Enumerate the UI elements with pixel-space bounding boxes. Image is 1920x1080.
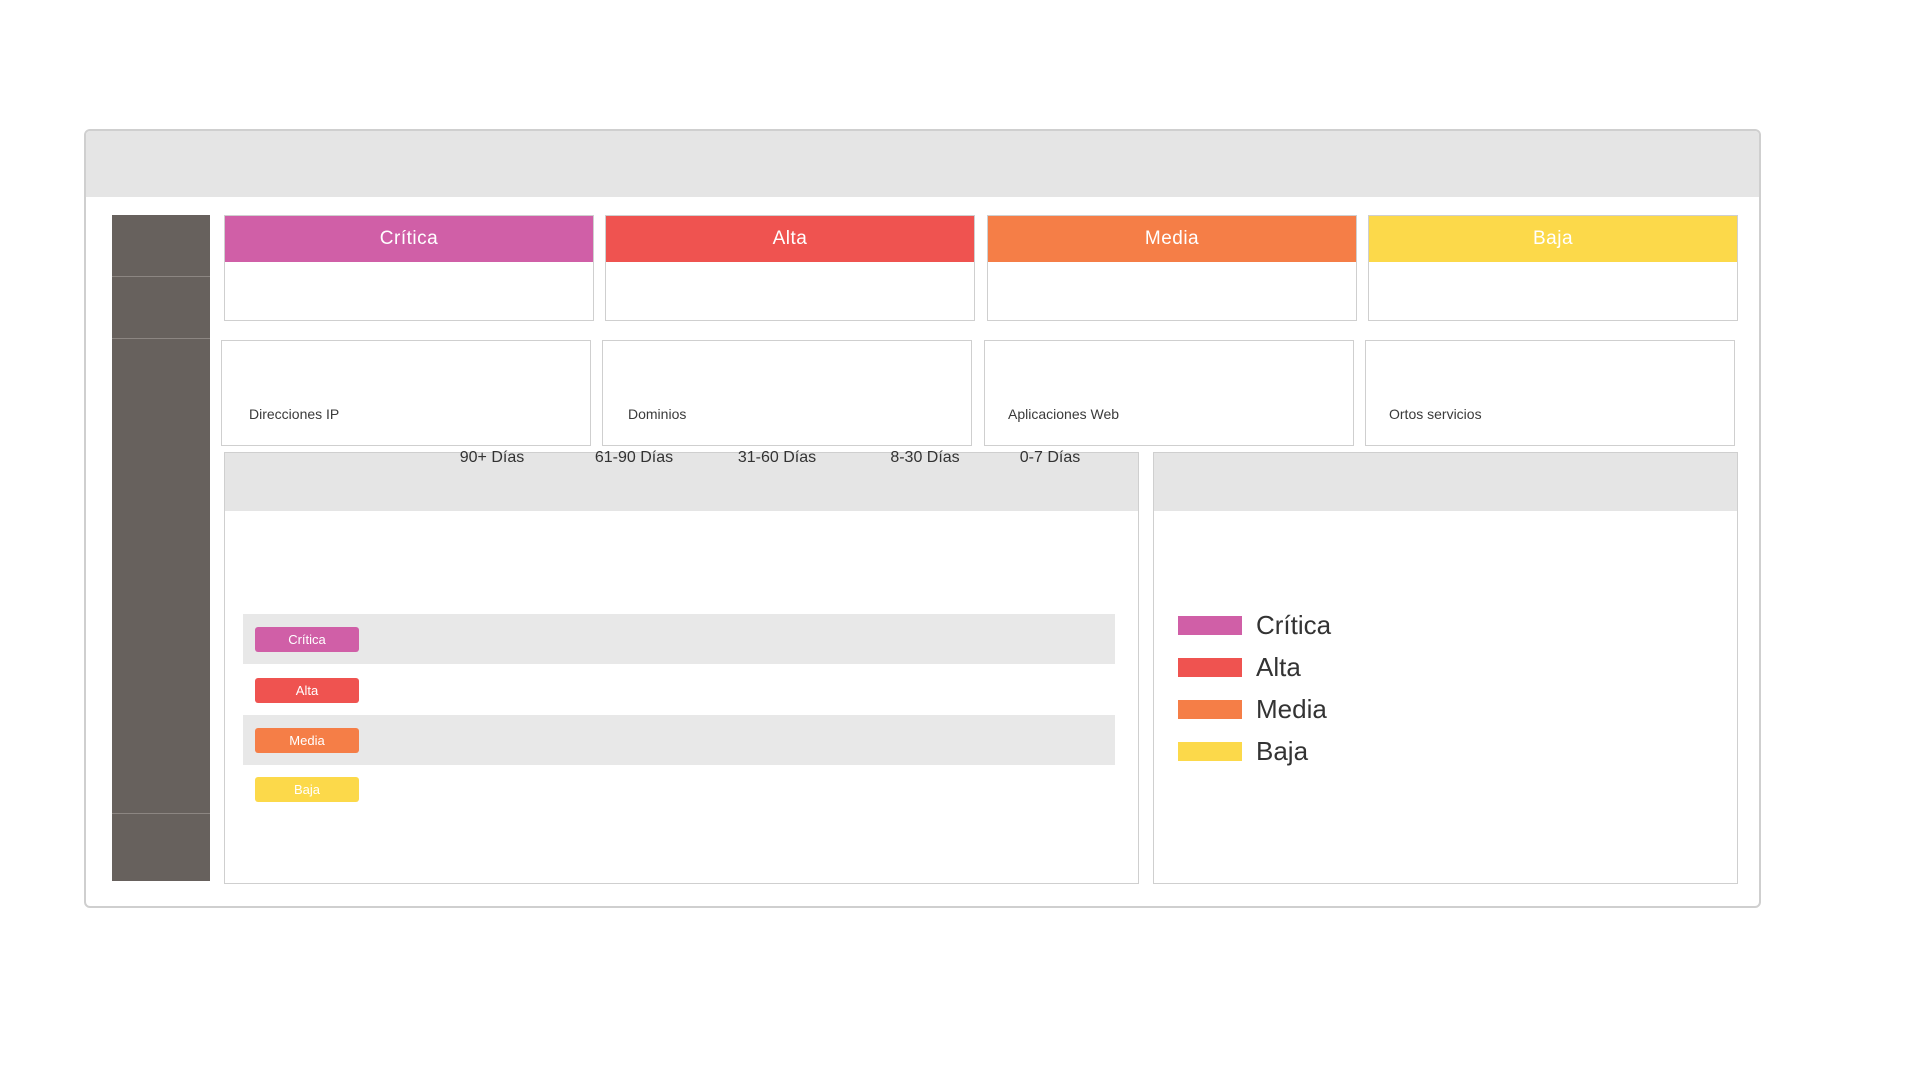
asset-card-label: Direcciones IP xyxy=(249,406,340,422)
severity-card-header: Alta xyxy=(606,216,974,262)
column-header-61-90: 61-90 Días xyxy=(594,449,674,466)
asset-card-otros: Ortos servicios xyxy=(1365,340,1735,446)
table-row: Media xyxy=(243,715,1115,765)
column-header-90-plus: 90+ Días xyxy=(459,449,525,466)
severity-tag: Baja xyxy=(255,777,359,802)
asset-card-aplicaciones: Aplicaciones Web xyxy=(984,340,1354,446)
legend-label: Alta xyxy=(1256,651,1301,682)
severity-card-header: Media xyxy=(988,216,1356,262)
legend-label: Media xyxy=(1256,693,1327,724)
table-row: Baja xyxy=(243,764,1115,814)
column-header-0-7: 0-7 Días xyxy=(1019,449,1081,466)
dashboard-frame: Crítica Alta Media Baja Direcciones IP D… xyxy=(84,129,1761,908)
sidebar xyxy=(112,215,210,881)
age-table-panel xyxy=(224,452,1139,884)
table-row: Crítica xyxy=(243,614,1115,664)
legend-panel-header xyxy=(1154,453,1737,511)
severity-tag: Crítica xyxy=(255,627,359,652)
legend-item-critica: Crítica xyxy=(1178,604,1331,646)
sidebar-item-3[interactable] xyxy=(112,339,210,814)
severity-tag: Alta xyxy=(255,678,359,703)
severity-card-alta: Alta xyxy=(605,215,975,321)
asset-card-label: Aplicaciones Web xyxy=(1008,406,1120,422)
sidebar-item-2[interactable] xyxy=(112,277,210,339)
column-header-31-60: 31-60 Días xyxy=(737,449,817,466)
sidebar-item-1[interactable] xyxy=(112,215,210,277)
asset-card-label: Ortos servicios xyxy=(1389,406,1482,422)
severity-card-header: Baja xyxy=(1369,216,1737,262)
asset-card-label: Dominios xyxy=(628,406,687,422)
sidebar-item-4[interactable] xyxy=(112,814,210,881)
severity-card-media: Media xyxy=(987,215,1357,321)
legend-label: Crítica xyxy=(1256,609,1332,640)
legend-panel xyxy=(1153,452,1738,884)
severity-card-header: Crítica xyxy=(225,216,593,262)
dashboard-header xyxy=(86,131,1759,197)
legend-item-media: Media xyxy=(1178,688,1331,730)
asset-card-ip: Direcciones IP xyxy=(221,340,591,446)
column-header-8-30: 8-30 Días xyxy=(890,449,960,466)
severity-card-baja: Baja xyxy=(1368,215,1738,321)
severity-card-critica: Crítica xyxy=(224,215,594,321)
legend-swatch xyxy=(1178,615,1242,635)
legend-item-alta: Alta xyxy=(1178,646,1331,688)
age-table-panel-header xyxy=(225,453,1138,511)
asset-card-dominios: Dominios xyxy=(602,340,972,446)
legend-label: Baja xyxy=(1256,735,1309,766)
legend-swatch xyxy=(1178,657,1242,677)
legend-swatch xyxy=(1178,741,1242,761)
table-row: Alta xyxy=(243,665,1115,715)
legend: Crítica Alta Media Baja xyxy=(1178,604,1331,772)
severity-tag: Media xyxy=(255,728,359,753)
legend-swatch xyxy=(1178,699,1242,719)
legend-item-baja: Baja xyxy=(1178,730,1331,772)
